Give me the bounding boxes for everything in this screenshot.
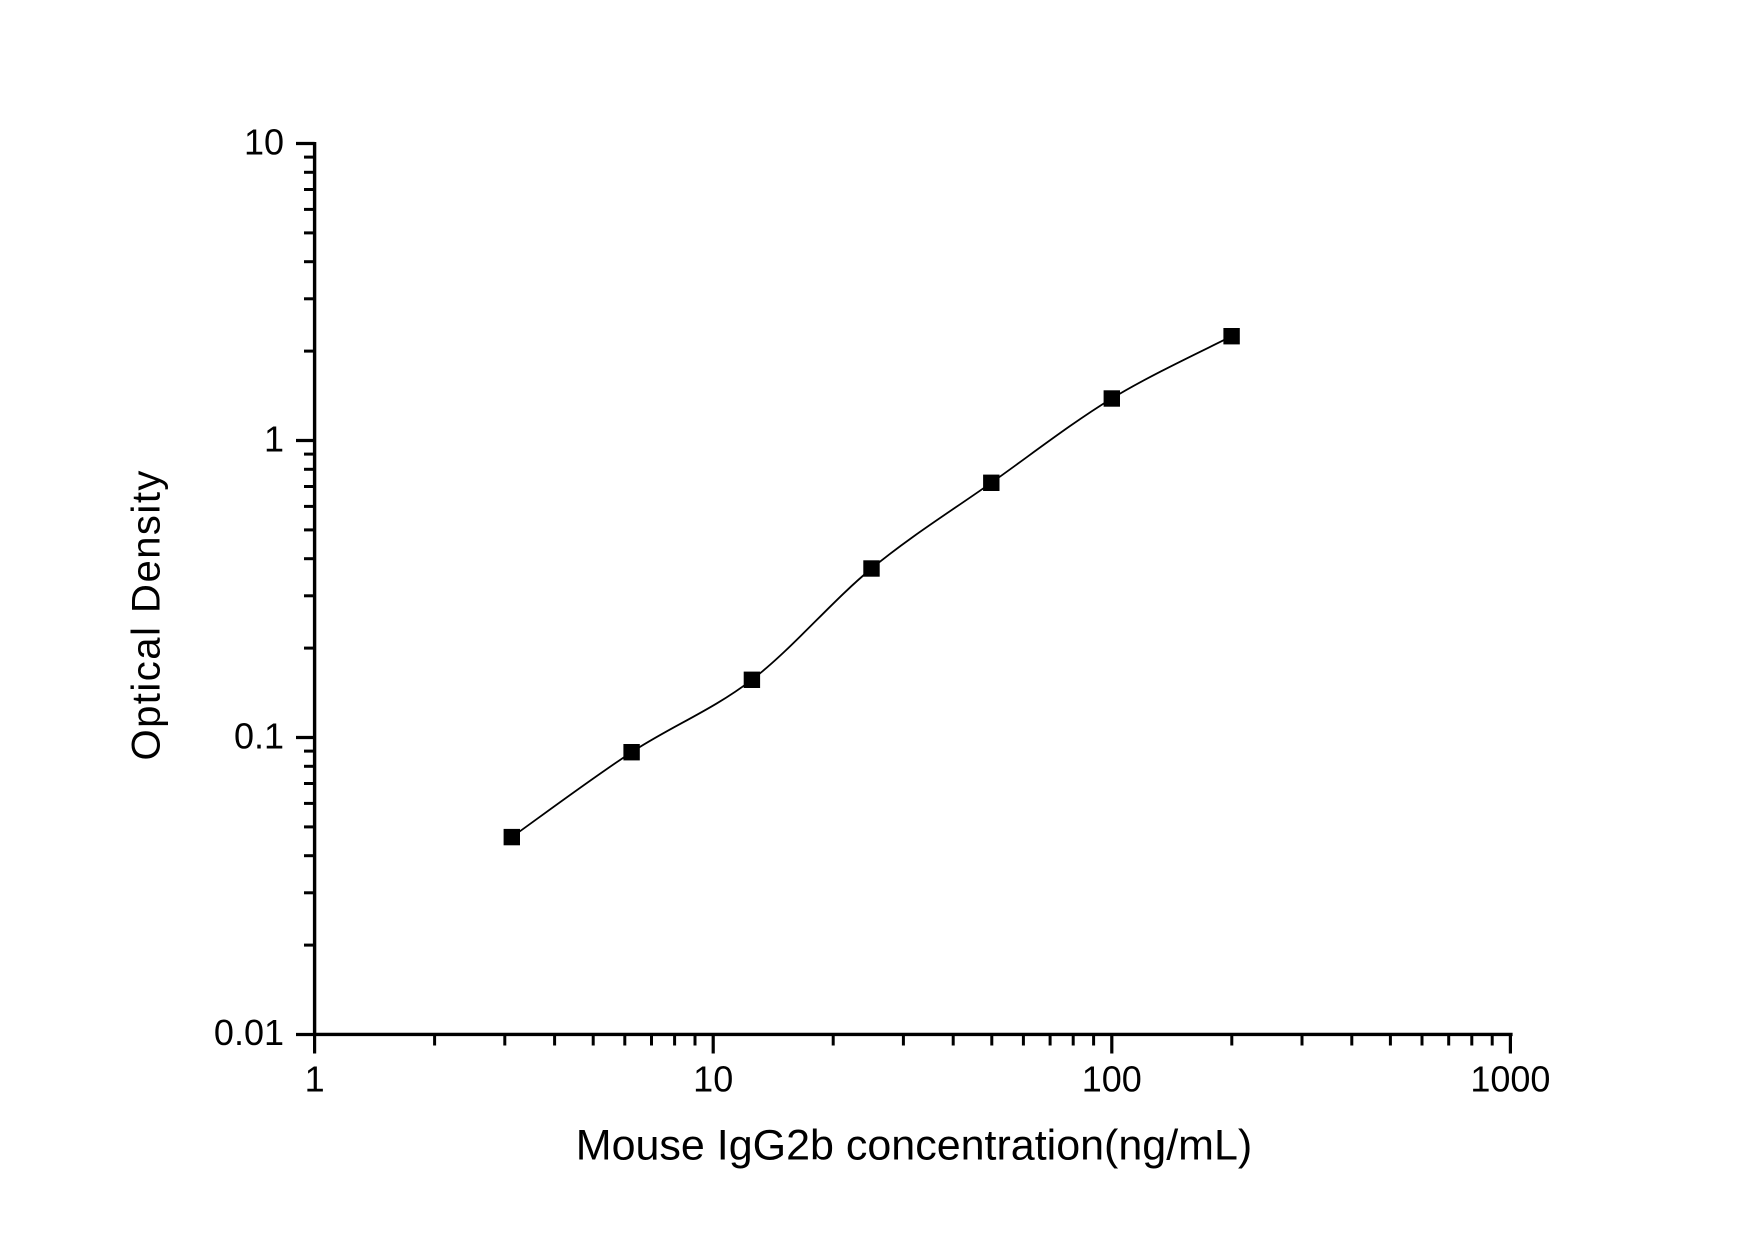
svg-text:0.01: 0.01 [214, 1012, 284, 1053]
svg-text:Mouse IgG2b concentration(ng/m: Mouse IgG2b concentration(ng/mL) [576, 1121, 1252, 1169]
svg-text:100: 100 [1082, 1059, 1142, 1100]
svg-text:Optical Density: Optical Density [125, 469, 169, 760]
svg-text:1: 1 [305, 1059, 325, 1100]
svg-text:10: 10 [244, 121, 284, 162]
svg-text:0.1: 0.1 [234, 715, 284, 756]
svg-text:1: 1 [264, 418, 284, 459]
svg-text:1000: 1000 [1470, 1059, 1550, 1100]
svg-text:10: 10 [693, 1059, 733, 1100]
